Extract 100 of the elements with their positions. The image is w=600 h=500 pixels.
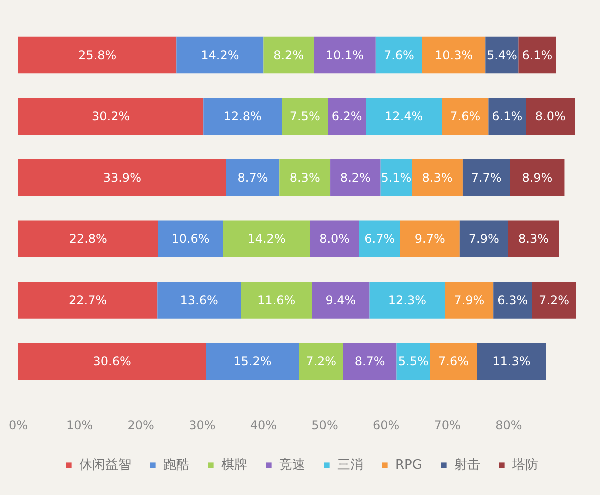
bar [18,159,226,196]
data-label: 12.4% [385,110,424,124]
bar [442,98,489,135]
x-tick-label: 40% [250,418,278,432]
x-tick-label: 60% [372,418,400,432]
data-label: 11.3% [492,354,531,369]
data-label: 7.6% [384,48,414,62]
data-label: 5.4% [486,48,518,62]
bar [18,343,206,380]
bar [158,220,224,258]
data-label: 5.5% [398,354,429,369]
data-label: 25.8% [78,48,117,62]
bar [314,36,376,74]
data-label: 7.7% [471,170,502,185]
bar [176,36,264,74]
data-label: 7.9% [454,293,485,308]
data-label: 6.7% [364,232,396,246]
bar [359,220,400,258]
data-label: 9.7% [414,232,446,246]
data-label: 10.6% [172,232,210,246]
legend-label: 休闲益智 [80,457,132,474]
data-label: 8.3% [518,232,550,246]
x-tick-label: 70% [434,418,461,432]
data-label: 7.6% [438,354,470,369]
bar [226,159,280,196]
data-label: 33.9% [103,170,142,185]
bar [422,36,486,74]
bar [223,220,310,258]
bar [18,36,177,74]
legend-label: 射击 [454,457,480,474]
bar [477,343,546,380]
bar [494,282,532,319]
bar [18,220,158,258]
bar [282,98,328,135]
data-label: 7.5% [290,110,320,124]
bar [206,343,300,380]
bar [330,159,381,196]
data-label: 8.7% [354,354,386,369]
bar [280,159,331,196]
bar [532,282,576,319]
legend-label: 三消 [338,457,364,474]
bar [158,282,242,319]
data-label: 14.2% [248,232,286,246]
bar [370,282,446,319]
data-label: 8.3% [290,170,320,185]
legend-label: 棋牌 [222,457,248,474]
bar [412,159,463,196]
data-label: 11.6% [258,293,296,308]
data-label: 10.1% [326,48,364,62]
bar [312,282,370,319]
x-tick-label: 0% [8,418,28,432]
x-tick-label: 50% [312,418,338,432]
bar [445,282,494,319]
data-label: 30.2% [92,110,130,124]
data-label: 7.6% [450,110,481,124]
data-label: 8.7% [238,170,268,185]
data-label: 13.6% [180,293,218,308]
bar [430,343,478,380]
bar [462,159,510,196]
bar [204,98,282,135]
bar [396,343,430,380]
legend-label: 塔防 [512,457,538,474]
bar [510,159,565,196]
bar [400,220,460,258]
data-label: 7.2% [306,354,337,369]
data-label: 7.2% [539,293,570,308]
data-label: 30.6% [93,354,132,369]
bar [488,98,526,135]
x-tick-label: 80% [496,418,522,432]
data-label: 8.3% [422,170,453,185]
data-label: 6.1% [492,110,523,124]
bar [343,343,397,380]
data-label: 14.2% [201,48,240,62]
bar [264,36,314,74]
data-label: 6.3% [498,293,528,308]
data-label: 12.8% [224,110,262,124]
x-tick-label: 10% [66,418,94,432]
bar [18,282,158,319]
data-label: 7.9% [468,232,500,246]
bar [376,36,422,74]
legend-label: RPG [396,458,422,472]
bar [460,220,508,258]
data-label: 22.8% [69,232,108,246]
data-label: 15.2% [234,354,272,369]
bar [526,98,576,135]
data-label: 6.1% [522,48,553,62]
data-label: 12.3% [388,293,427,308]
data-label: 8.2% [340,170,371,185]
x-tick-label: 30% [189,418,216,432]
bar [518,36,556,74]
data-label: 22.7% [69,293,108,308]
data-label: 8.0% [535,110,566,124]
data-label: 8.9% [522,170,553,185]
bar [299,343,344,380]
data-label: 8.0% [320,232,350,246]
bar [310,220,360,258]
data-label: 8.2% [274,48,304,62]
x-tick-label: 20% [128,418,154,432]
data-label: 9.4% [326,293,356,308]
bar [366,98,442,135]
